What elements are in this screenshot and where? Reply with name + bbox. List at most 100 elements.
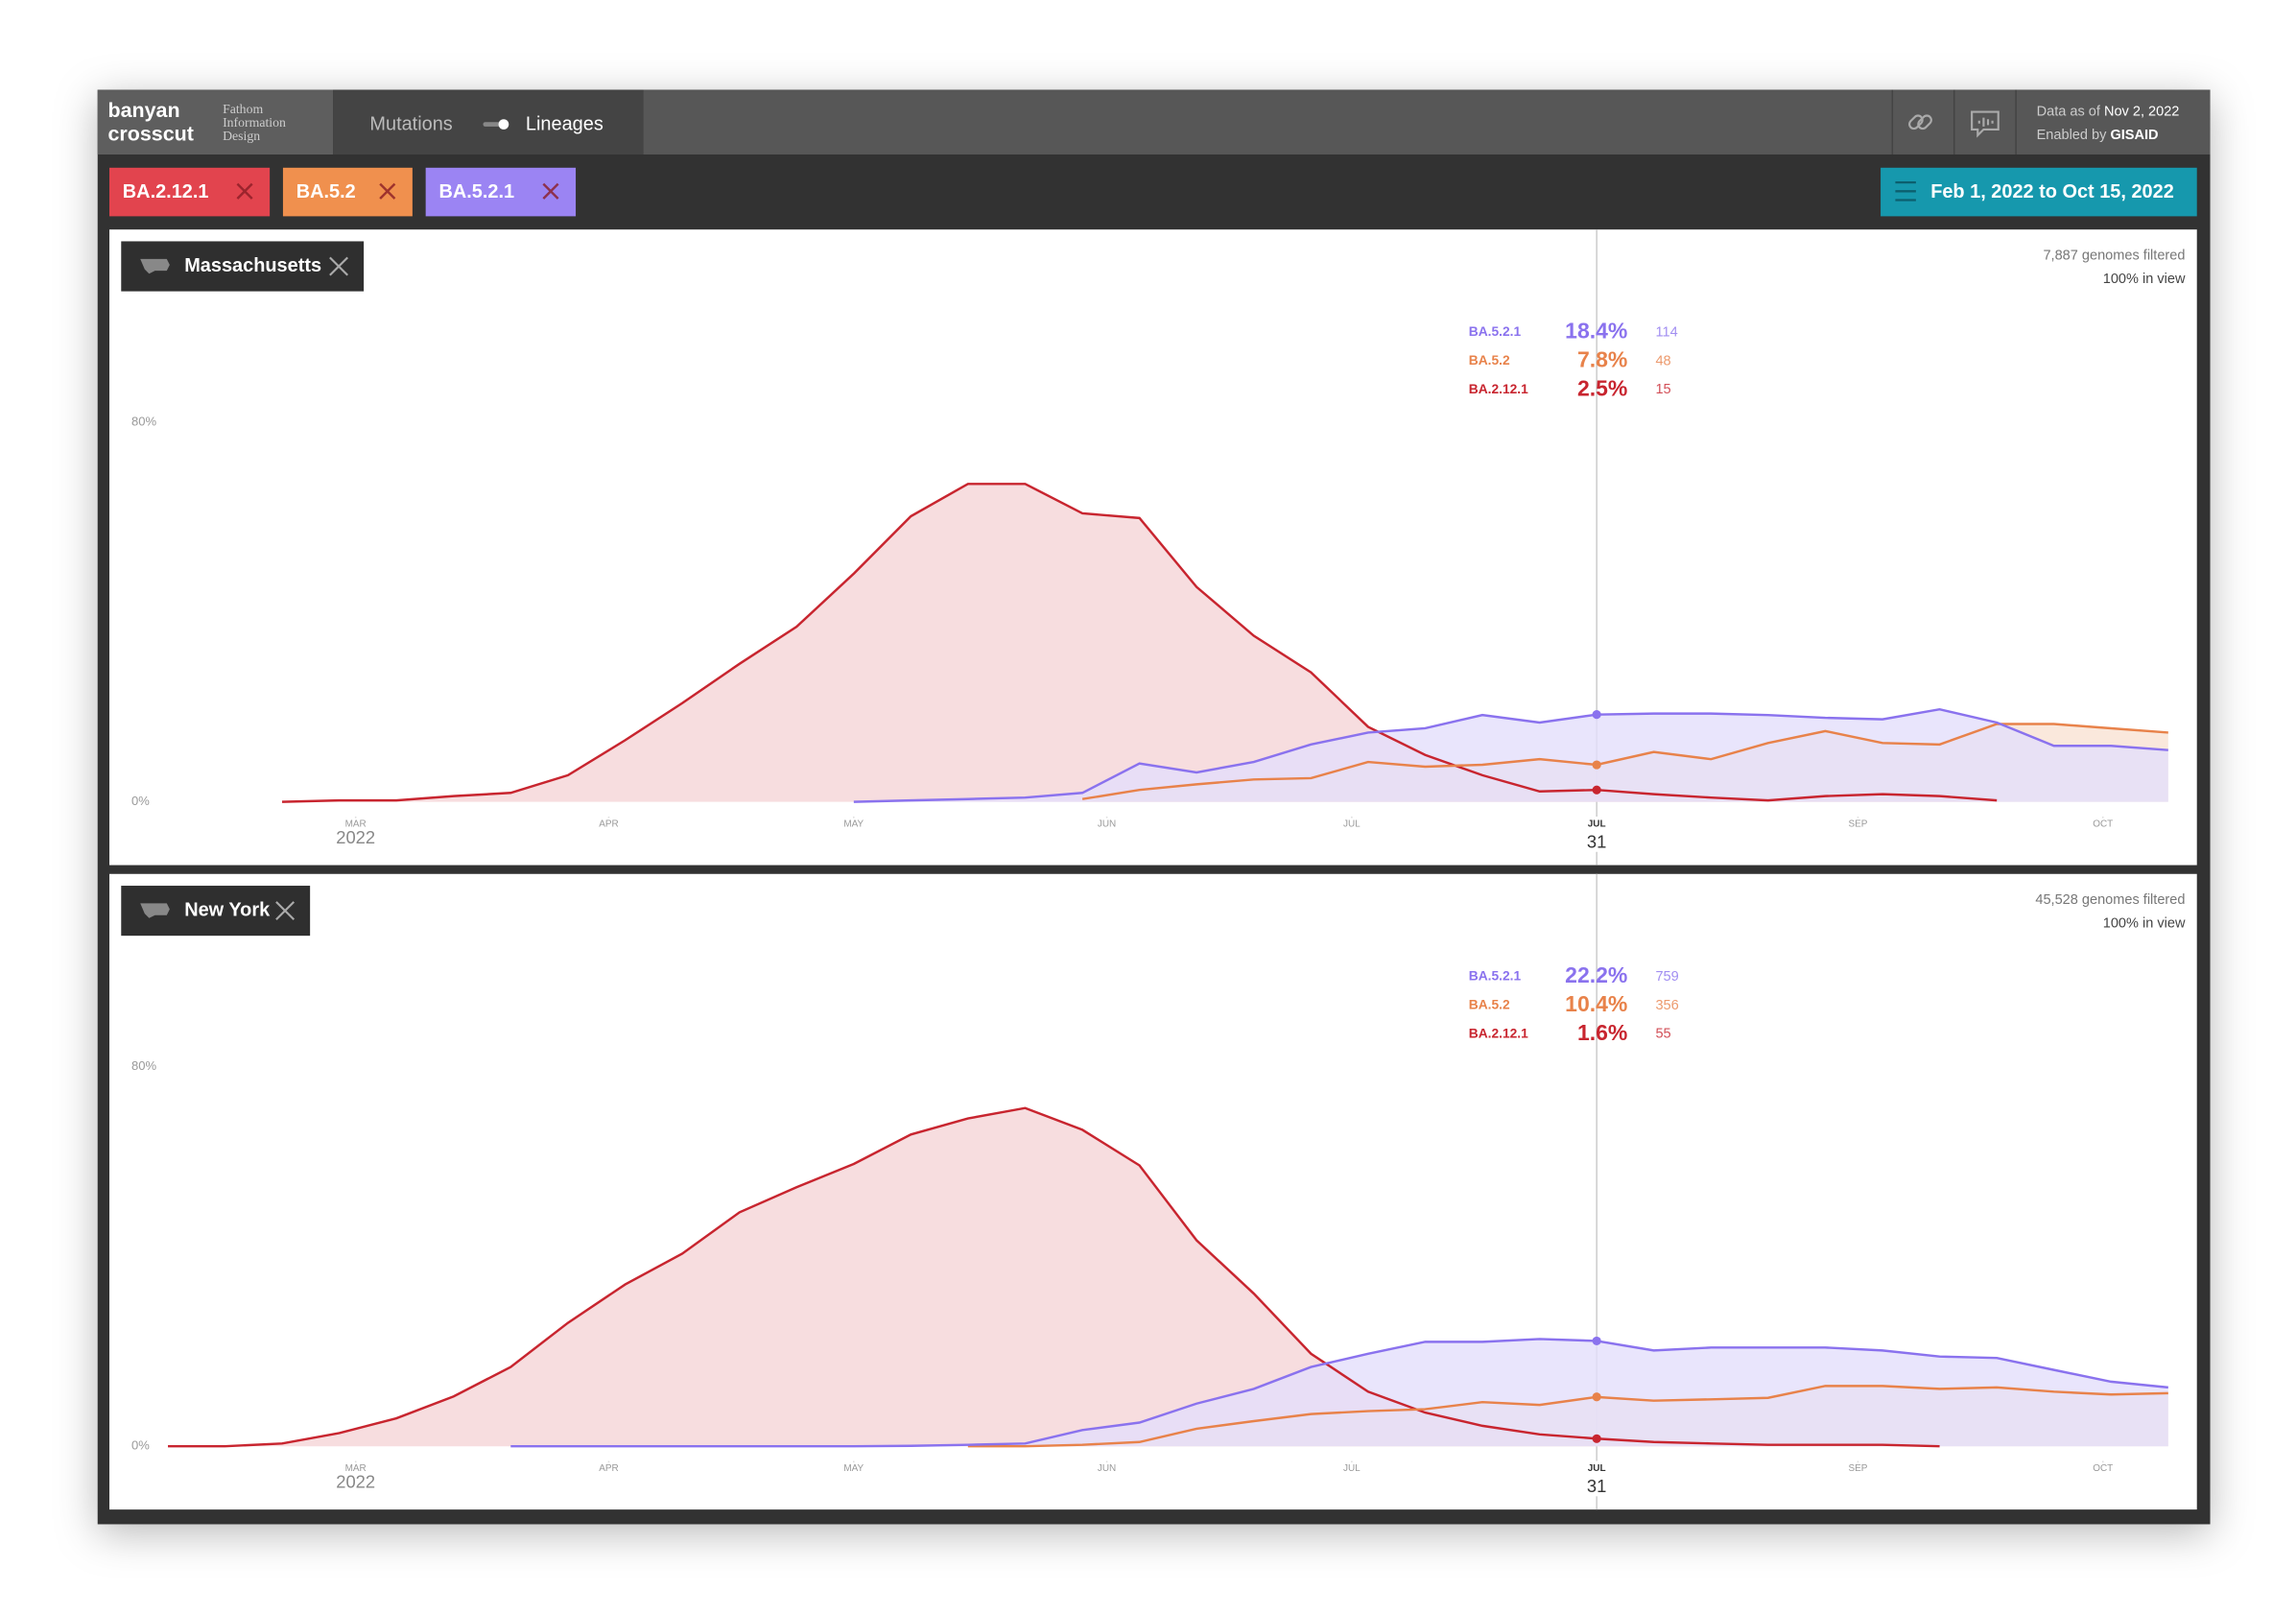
y-tick-label: 0%: [131, 794, 150, 808]
x-tick-label: MAY: [843, 1463, 864, 1474]
link-button[interactable]: [1907, 114, 1933, 131]
x-tick-label: JUN: [1098, 1463, 1116, 1474]
maker: Fathom: [223, 102, 263, 116]
cursor-month: JUL: [1588, 819, 1606, 829]
cursor-dot: [1592, 1336, 1601, 1346]
readout-value: 18.4%: [1565, 319, 1627, 344]
in-view: 100% in view: [2103, 916, 2186, 932]
cursor-dot: [1592, 760, 1601, 770]
area: [282, 484, 1998, 802]
state-icon: [140, 903, 170, 918]
menu-icon: [1895, 180, 1916, 202]
enabled-by: Enabled by GISAID: [2037, 128, 2159, 143]
genome-count: 45,528 genomes filtered: [2035, 892, 2185, 908]
lineage-chip[interactable]: [282, 167, 413, 217]
y-tick-label: 80%: [131, 1058, 156, 1073]
lineage-name: BA.5.2.1: [438, 181, 514, 202]
line: [853, 707, 2168, 803]
line: [967, 1385, 2168, 1448]
x-tick-label: JUL: [1343, 819, 1361, 829]
x-tick-label: APR: [599, 1463, 618, 1474]
location-name: New York: [184, 899, 271, 920]
readout-count: 114: [1655, 324, 1677, 340]
readout-count: 759: [1655, 969, 1678, 985]
x-tick-label: MAR: [345, 1463, 367, 1474]
lineage-name: BA.2.12.1: [123, 181, 209, 202]
line: [168, 1106, 1940, 1448]
data-date: Data as of Nov 2, 2022: [2037, 104, 2180, 119]
readout-name: BA.5.2.1: [1469, 324, 1522, 339]
label: Data as of: [2037, 104, 2101, 119]
brand: crosscut: [107, 123, 193, 146]
readout-name: BA.2.12.1: [1469, 382, 1528, 396]
source: GISAID: [2110, 128, 2158, 143]
readout-count: 356: [1655, 998, 1678, 1013]
cursor-dot: [1592, 1392, 1601, 1402]
x-tick-label: MAR: [345, 819, 367, 829]
year-label: 2022: [336, 827, 375, 847]
date-range-button[interactable]: [1881, 167, 2197, 217]
remove-icon[interactable]: [275, 901, 296, 921]
cursor-month: JUL: [1588, 1463, 1606, 1474]
cursor-label-bg: [1583, 816, 1610, 852]
x-tick-label: SEP: [1848, 819, 1867, 829]
x-tick-label: APR: [599, 819, 618, 829]
state-icon: [140, 258, 170, 274]
year-label: 2022: [336, 1471, 375, 1491]
line: [281, 483, 1998, 803]
date-range: Feb 1, 2022 to Oct 15, 2022: [1930, 181, 2174, 202]
readout-value: 1.6%: [1577, 1020, 1627, 1045]
readout-count: 15: [1655, 382, 1670, 397]
readout-name: BA.5.2.1: [1469, 969, 1522, 984]
tab-mutations[interactable]: Mutations: [369, 114, 452, 135]
tab-lineages[interactable]: Lineages: [526, 114, 604, 135]
remove-icon[interactable]: [542, 182, 559, 200]
maker: Information: [223, 115, 286, 130]
feedback-button[interactable]: [1971, 110, 2000, 138]
cursor-dot: [1592, 785, 1601, 795]
y-tick-label: 0%: [131, 1438, 150, 1453]
area: [510, 1339, 2168, 1447]
readout-value: 10.4%: [1565, 991, 1627, 1016]
x-tick-label: JUL: [1343, 1463, 1361, 1474]
lineage-name: BA.5.2: [296, 181, 356, 202]
maker: Design: [223, 129, 260, 143]
cursor-dot: [1592, 1434, 1601, 1443]
label: Enabled by: [2037, 128, 2108, 143]
readout-name: BA.2.12.1: [1469, 1027, 1528, 1041]
date: Nov 2, 2022: [2104, 104, 2179, 119]
location-name: Massachusetts: [184, 255, 321, 276]
genome-count: 7,887 genomes filtered: [2043, 249, 2185, 264]
cursor-label-bg: [1583, 1460, 1610, 1497]
line: [1081, 723, 2168, 800]
brand: banyan: [107, 99, 179, 122]
line: [510, 1338, 2168, 1448]
readout-value: 22.2%: [1565, 962, 1627, 987]
logo-area: [97, 89, 334, 154]
readout-value: 7.8%: [1577, 346, 1627, 371]
readout-count: 55: [1655, 1027, 1670, 1042]
remove-icon[interactable]: [329, 256, 349, 276]
in-view: 100% in view: [2103, 272, 2186, 287]
top-bar: [643, 89, 2211, 154]
y-tick-label: 80%: [131, 414, 156, 428]
remove-icon[interactable]: [236, 182, 253, 200]
area: [853, 709, 2168, 802]
readout-name: BA.5.2: [1469, 353, 1510, 368]
cursor-day: 31: [1587, 831, 1606, 851]
cursor-day: 31: [1587, 1476, 1606, 1496]
readout-name: BA.5.2: [1469, 998, 1510, 1012]
x-tick-label: MAY: [843, 819, 864, 829]
remove-icon[interactable]: [379, 182, 396, 200]
x-tick-label: JUN: [1098, 819, 1116, 829]
x-tick-label: SEP: [1848, 1463, 1867, 1474]
x-tick-label: OCT: [2093, 1463, 2113, 1474]
area: [167, 1107, 1940, 1447]
readout-count: 48: [1655, 353, 1670, 368]
readout-value: 2.5%: [1577, 375, 1627, 400]
cursor-dot: [1592, 710, 1601, 720]
toggle-knob[interactable]: [498, 119, 509, 130]
x-tick-label: OCT: [2093, 819, 2113, 829]
